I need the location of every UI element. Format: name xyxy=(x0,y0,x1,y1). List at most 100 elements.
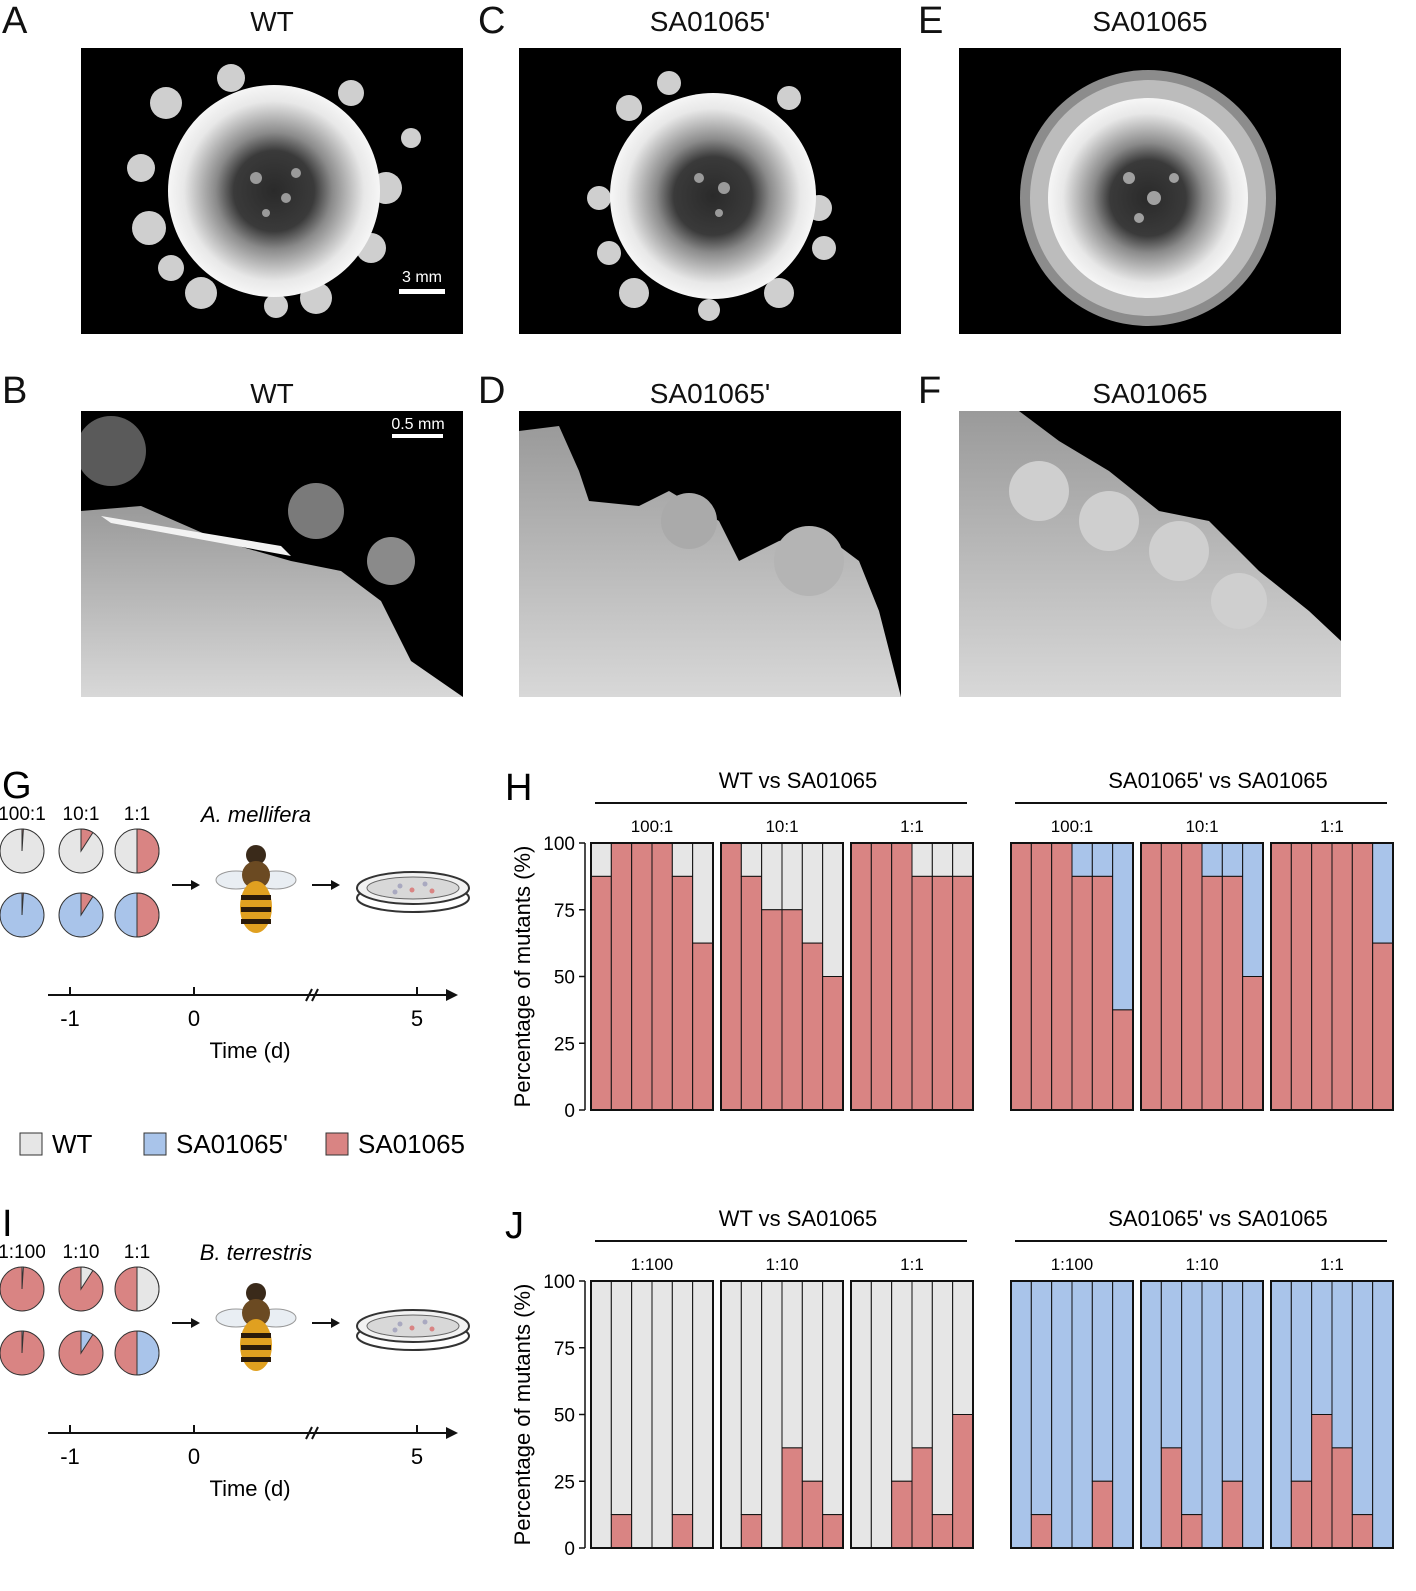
bar-other xyxy=(1091,1280,1114,1482)
bar-other xyxy=(1051,1280,1073,1549)
pie-slice xyxy=(136,828,160,874)
bar-other xyxy=(1030,1280,1053,1516)
dish-colony xyxy=(409,887,415,893)
panel-letter-b: B xyxy=(2,370,28,412)
panel-a-title: WT xyxy=(250,6,294,37)
pie-slice xyxy=(21,1266,24,1290)
group-title: WT vs SA01065 xyxy=(719,1206,878,1231)
pie-bottom xyxy=(114,892,160,938)
bar-other xyxy=(891,1280,913,1482)
bar-sa01065 xyxy=(720,842,742,1111)
bar-sa01065 xyxy=(1351,842,1374,1111)
legend: WT SA01065' SA01065 xyxy=(19,1129,465,1159)
bar-sa01065 xyxy=(1051,842,1073,1111)
bar-other xyxy=(1181,1280,1203,1516)
pie-slice xyxy=(136,892,160,938)
bar-sa01065 xyxy=(931,1514,954,1549)
pie-slice xyxy=(21,828,24,852)
bar-other xyxy=(692,1280,714,1549)
time-axis-arrow xyxy=(446,989,458,1001)
bar-sa01065 xyxy=(1311,1414,1333,1549)
y-tick-label: 100 xyxy=(543,834,575,855)
bar-sa01065 xyxy=(822,1514,844,1549)
pie-bottom xyxy=(58,892,104,938)
bar-sa01065 xyxy=(1030,842,1053,1111)
panel-d-title: SA01065' xyxy=(649,378,771,409)
edge-closeup-wt: 0.5 mm xyxy=(81,411,463,697)
bar-other xyxy=(720,1280,742,1549)
ratio-label: 100:1 xyxy=(0,804,46,825)
subgroup-label: 1:1 xyxy=(900,1255,924,1274)
subgroup-frame xyxy=(850,842,974,1111)
panel-letter-h: H xyxy=(505,767,532,809)
group-title: WT vs SA01065 xyxy=(719,768,878,793)
bar-sa01065 xyxy=(1331,842,1353,1111)
y-tick-label: 100 xyxy=(543,1272,575,1293)
legend-label: SA01065' xyxy=(176,1129,288,1159)
bar-other xyxy=(740,1280,763,1516)
pie-bottom xyxy=(58,1330,104,1376)
y-tick-label: 25 xyxy=(554,1034,575,1055)
bee-icon xyxy=(215,845,297,933)
bar-sa01065 xyxy=(740,875,763,1111)
pie-bottom xyxy=(0,1330,45,1376)
petri-dish-icon xyxy=(356,871,470,913)
bar-other xyxy=(952,842,974,877)
bar-other xyxy=(761,842,783,911)
bar-sa01065 xyxy=(1201,875,1223,1111)
subgroup-label: 1:1 xyxy=(1320,1255,1344,1274)
pie-slice xyxy=(136,1330,160,1376)
bar-other xyxy=(631,1280,653,1549)
dish-colony xyxy=(409,1325,415,1331)
schematic-i: I1:100 1:10 1:1 B. terrestris -1 0 5 Time (d) xyxy=(0,1203,470,1501)
panel-letter-e: E xyxy=(918,0,944,42)
bar-other xyxy=(1331,1280,1353,1449)
bar-sa01065 xyxy=(1270,842,1292,1111)
ratio-label: 1:1 xyxy=(124,804,150,825)
legend-item: SA01065' xyxy=(143,1129,288,1159)
edge-closeup-sa01065-prime xyxy=(519,411,901,697)
pie-slice xyxy=(80,1330,94,1355)
time-tick-label: 0 xyxy=(188,1006,200,1031)
subgroup-label: 10:1 xyxy=(765,817,798,836)
bar-other xyxy=(1140,1280,1162,1549)
bar-sa01065 xyxy=(1160,842,1183,1111)
time-axis-label: Time (d) xyxy=(209,1476,290,1501)
bar-sa01065 xyxy=(1311,842,1333,1111)
time-tick-label: 5 xyxy=(411,1444,423,1469)
time-tick-label: 5 xyxy=(411,1006,423,1031)
bar-sa01065 xyxy=(1221,875,1244,1111)
bar-other xyxy=(1112,842,1134,1011)
time-tick-label: -1 xyxy=(60,1006,80,1031)
panel-letter-g: G xyxy=(2,765,32,807)
edge-closeup-sa01065 xyxy=(959,411,1341,697)
bar-other xyxy=(761,1280,783,1549)
bee-thorax xyxy=(242,1299,270,1327)
subgroup-label: 10:1 xyxy=(1185,817,1218,836)
bar-sa01065 xyxy=(781,909,803,1111)
bar-sa01065 xyxy=(671,875,694,1111)
bar-other xyxy=(590,1280,612,1549)
bar-other xyxy=(1160,1280,1183,1449)
y-tick-label: 0 xyxy=(564,1539,575,1560)
subgroup-frame xyxy=(850,1280,974,1549)
bar-other xyxy=(1242,842,1264,977)
bar-other xyxy=(1221,842,1244,877)
subgroup-label: 1:100 xyxy=(1051,1255,1094,1274)
bar-other xyxy=(1242,1280,1264,1549)
dish-colony xyxy=(429,888,435,894)
subgroup-frame xyxy=(1270,842,1394,1111)
pie-slice xyxy=(21,892,24,916)
bar-sa01065 xyxy=(822,976,844,1111)
bar-other xyxy=(1201,1280,1223,1549)
subgroup-label: 1:1 xyxy=(900,817,924,836)
bar-other xyxy=(781,1280,803,1449)
bar-other xyxy=(1071,1280,1093,1549)
legend-swatch xyxy=(19,1132,43,1156)
bee-stripe xyxy=(241,1333,271,1338)
y-axis-label: Percentage of mutants (%) xyxy=(510,846,535,1108)
y-tick-label: 50 xyxy=(554,1406,575,1427)
chart-h: H Percentage of mutants (%) 0 25 50 75 100 WT v… xyxy=(505,767,1394,1122)
bar-sa01065 xyxy=(1290,1480,1313,1549)
bar-other xyxy=(1071,842,1093,877)
